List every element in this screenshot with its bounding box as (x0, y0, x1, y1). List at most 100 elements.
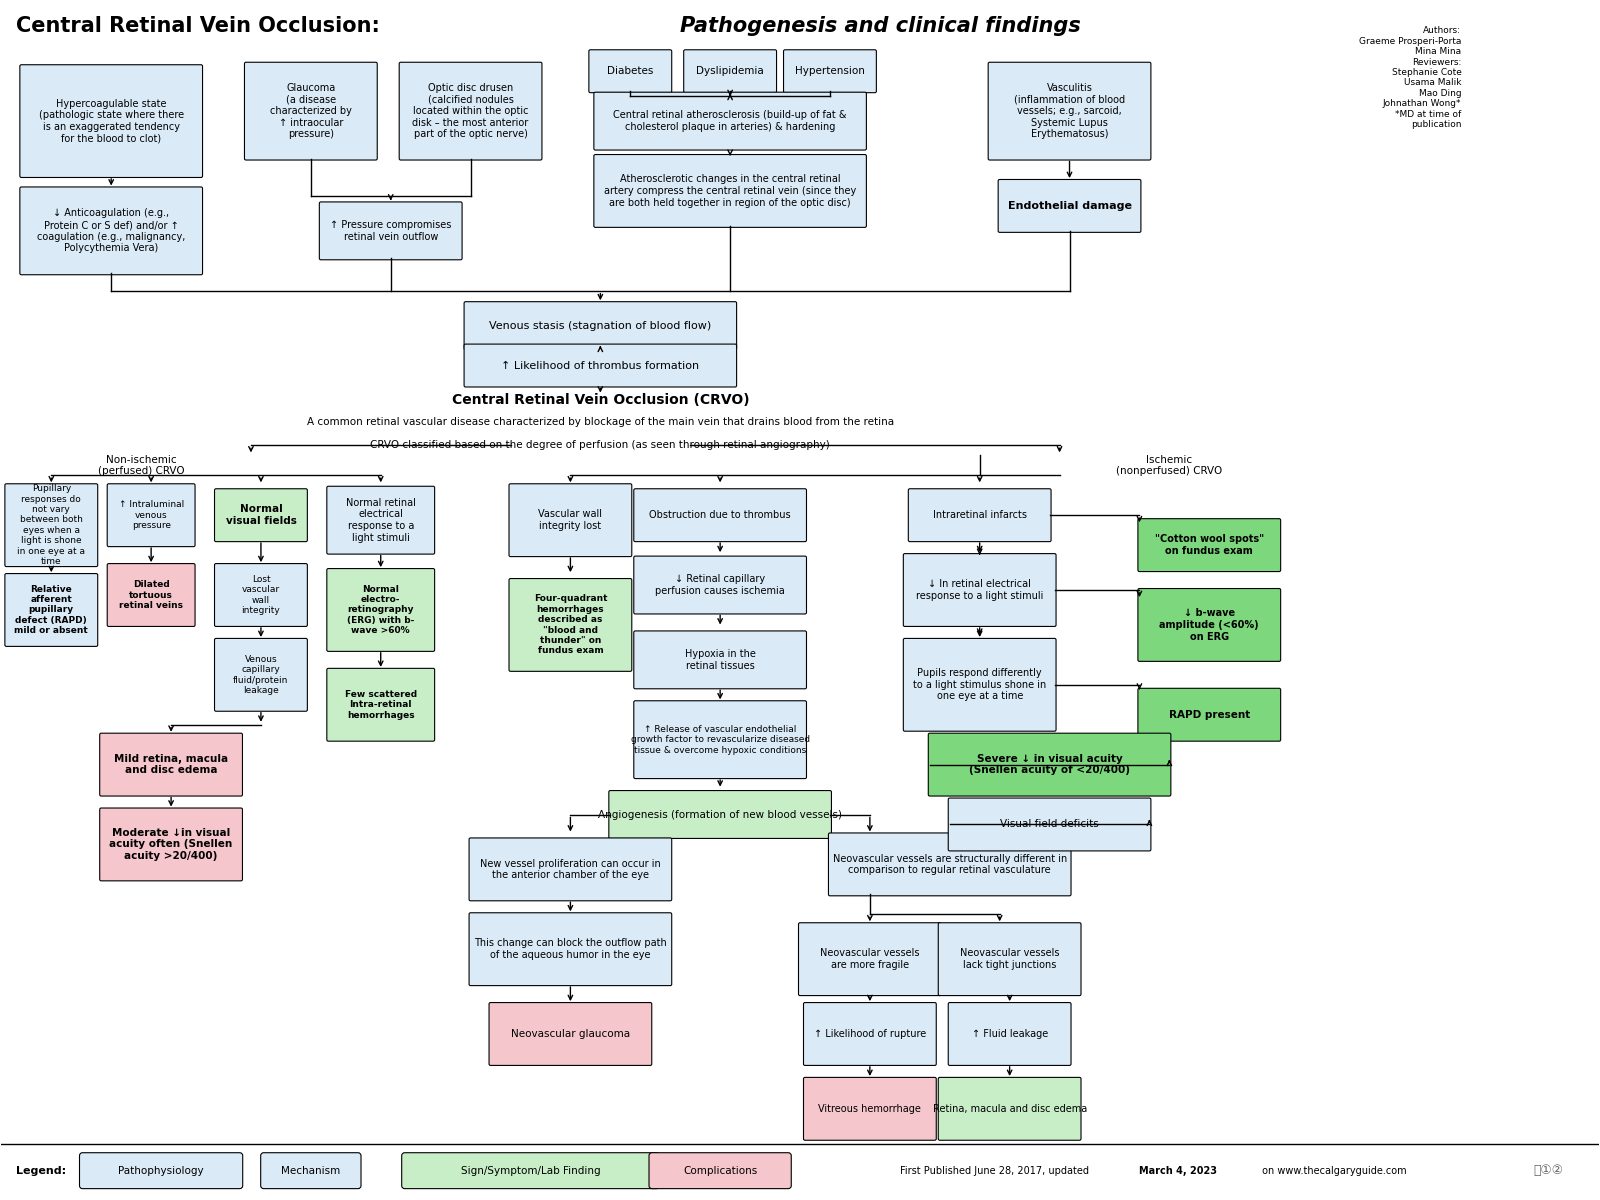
Text: Authors:
Graeme Prosperi-Porta
Mina Mina
Reviewers:
Stephanie Cote
Usama Malik
M: Authors: Graeme Prosperi-Porta Mina Mina… (1358, 26, 1461, 128)
FancyBboxPatch shape (19, 65, 203, 178)
FancyBboxPatch shape (469, 913, 672, 985)
Text: ↑ Intraluminal
venous
pressure: ↑ Intraluminal venous pressure (118, 500, 184, 530)
FancyBboxPatch shape (99, 733, 243, 796)
Text: Central Retinal Vein Occlusion:: Central Retinal Vein Occlusion: (16, 17, 387, 36)
FancyBboxPatch shape (589, 49, 672, 92)
Text: Visual field deficits: Visual field deficits (1000, 820, 1099, 829)
FancyBboxPatch shape (634, 701, 806, 779)
FancyBboxPatch shape (99, 808, 243, 881)
FancyBboxPatch shape (509, 484, 632, 557)
FancyBboxPatch shape (909, 488, 1051, 541)
FancyBboxPatch shape (938, 1078, 1082, 1140)
Text: Normal retinal
electrical
response to a
light stimuli: Normal retinal electrical response to a … (346, 498, 416, 542)
FancyBboxPatch shape (938, 923, 1082, 996)
Text: ↓ Anticoagulation (e.g.,
Protein C or S def) and/or ↑
coagulation (e.g., maligna: ↓ Anticoagulation (e.g., Protein C or S … (37, 209, 186, 253)
FancyBboxPatch shape (261, 1153, 362, 1189)
Text: Normal
electro-
retinography
(ERG) with b-
wave >60%: Normal electro- retinography (ERG) with … (347, 584, 414, 635)
Text: Pupillary
responses do
not vary
between both
eyes when a
light is shone
in one e: Pupillary responses do not vary between … (18, 485, 85, 566)
Text: Dilated
tortuous
retinal veins: Dilated tortuous retinal veins (118, 580, 182, 610)
Text: Few scattered
Intra-retinal
hemorrhages: Few scattered Intra-retinal hemorrhages (344, 690, 416, 720)
FancyBboxPatch shape (107, 564, 195, 626)
FancyBboxPatch shape (784, 49, 877, 92)
Text: A common retinal vascular disease characterized by blockage of the main vein tha: A common retinal vascular disease charac… (307, 418, 894, 427)
FancyBboxPatch shape (803, 1078, 936, 1140)
Text: Atherosclerotic changes in the central retinal
artery compress the central retin: Atherosclerotic changes in the central r… (603, 174, 856, 208)
Text: Sign/Symptom/Lab Finding: Sign/Symptom/Lab Finding (461, 1165, 600, 1176)
Text: Normal
visual fields: Normal visual fields (226, 504, 296, 526)
Text: Dyslipidemia: Dyslipidemia (696, 66, 763, 77)
Text: ↓ b-wave
amplitude (<60%)
on ERG: ↓ b-wave amplitude (<60%) on ERG (1160, 608, 1259, 642)
Text: Retina, macula and disc edema: Retina, macula and disc edema (933, 1104, 1086, 1114)
Text: Pathogenesis and clinical findings: Pathogenesis and clinical findings (680, 17, 1082, 36)
Text: Four-quadrant
hemorrhages
described as
"blood and
thunder" on
fundus exam: Four-quadrant hemorrhages described as "… (534, 594, 606, 655)
Text: Severe ↓ in visual acuity
(Snellen acuity of <20/400): Severe ↓ in visual acuity (Snellen acuit… (970, 754, 1130, 775)
Text: Hypoxia in the
retinal tissues: Hypoxia in the retinal tissues (685, 649, 755, 671)
Text: Venous
capillary
fluid/protein
leakage: Venous capillary fluid/protein leakage (234, 655, 288, 695)
Text: Hypertension: Hypertension (795, 66, 866, 77)
Text: on www.thecalgaryguide.com: on www.thecalgaryguide.com (1259, 1165, 1406, 1176)
Text: Non-ischemic
(perfused) CRVO: Non-ischemic (perfused) CRVO (98, 455, 184, 476)
FancyBboxPatch shape (998, 180, 1141, 233)
FancyBboxPatch shape (634, 556, 806, 614)
Text: ↑ Release of vascular endothelial
growth factor to revascularize diseased
tissue: ↑ Release of vascular endothelial growth… (630, 725, 810, 755)
FancyBboxPatch shape (5, 484, 98, 566)
FancyBboxPatch shape (1138, 588, 1280, 661)
Text: Relative
afferent
pupillary
defect (RAPD)
mild or absent: Relative afferent pupillary defect (RAPD… (14, 584, 88, 635)
FancyBboxPatch shape (245, 62, 378, 160)
FancyBboxPatch shape (798, 923, 941, 996)
FancyBboxPatch shape (989, 62, 1150, 160)
FancyBboxPatch shape (19, 187, 203, 275)
FancyBboxPatch shape (634, 488, 806, 541)
FancyBboxPatch shape (610, 791, 832, 839)
Text: First Published June 28, 2017, updated: First Published June 28, 2017, updated (899, 1165, 1091, 1176)
Text: Complications: Complications (683, 1165, 757, 1176)
Text: Mechanism: Mechanism (282, 1165, 341, 1176)
FancyBboxPatch shape (326, 486, 435, 554)
Text: Neovascular glaucoma: Neovascular glaucoma (510, 1028, 630, 1039)
FancyBboxPatch shape (904, 553, 1056, 626)
FancyBboxPatch shape (80, 1153, 243, 1189)
Text: "Cotton wool spots"
on fundus exam: "Cotton wool spots" on fundus exam (1155, 534, 1264, 556)
FancyBboxPatch shape (928, 733, 1171, 796)
Text: Angiogenesis (formation of new blood vessels): Angiogenesis (formation of new blood ves… (598, 810, 842, 820)
Text: Central Retinal Vein Occlusion (CRVO): Central Retinal Vein Occlusion (CRVO) (451, 394, 749, 408)
Text: Diabetes: Diabetes (606, 66, 653, 77)
FancyBboxPatch shape (650, 1153, 792, 1189)
FancyBboxPatch shape (320, 202, 462, 259)
Text: Legend:: Legend: (16, 1165, 67, 1176)
Text: ↑ Pressure compromises
retinal vein outflow: ↑ Pressure compromises retinal vein outf… (330, 220, 451, 241)
FancyBboxPatch shape (904, 638, 1056, 731)
FancyBboxPatch shape (464, 301, 736, 349)
Text: ↑ Fluid leakage: ↑ Fluid leakage (971, 1028, 1048, 1039)
FancyBboxPatch shape (634, 631, 806, 689)
FancyBboxPatch shape (398, 62, 542, 160)
Text: Venous stasis (stagnation of blood flow): Venous stasis (stagnation of blood flow) (490, 320, 712, 331)
Text: Neovascular vessels
lack tight junctions: Neovascular vessels lack tight junctions (960, 948, 1059, 970)
FancyBboxPatch shape (1138, 689, 1280, 742)
Text: Neovascular vessels
are more fragile: Neovascular vessels are more fragile (821, 948, 920, 970)
Text: Endothelial damage: Endothelial damage (1008, 200, 1131, 211)
FancyBboxPatch shape (214, 488, 307, 541)
FancyBboxPatch shape (490, 1002, 651, 1066)
FancyBboxPatch shape (214, 638, 307, 712)
FancyBboxPatch shape (829, 833, 1070, 896)
Text: This change can block the outflow path
of the aqueous humor in the eye: This change can block the outflow path o… (474, 938, 667, 960)
Text: Lost
vascular
wall
integrity: Lost vascular wall integrity (242, 575, 280, 616)
FancyBboxPatch shape (326, 668, 435, 742)
Text: ↑ Likelihood of thrombus formation: ↑ Likelihood of thrombus formation (501, 360, 699, 371)
Text: Glaucoma
(a disease
characterized by
↑ intraocular
pressure): Glaucoma (a disease characterized by ↑ i… (270, 83, 352, 139)
FancyBboxPatch shape (949, 798, 1150, 851)
FancyBboxPatch shape (214, 564, 307, 626)
FancyBboxPatch shape (464, 344, 736, 386)
Text: Ischemic
(nonperfused) CRVO: Ischemic (nonperfused) CRVO (1117, 455, 1222, 476)
FancyBboxPatch shape (5, 574, 98, 647)
FancyBboxPatch shape (326, 569, 435, 652)
Text: New vessel proliferation can occur in
the anterior chamber of the eye: New vessel proliferation can occur in th… (480, 858, 661, 880)
Text: ↓ Retinal capillary
perfusion causes ischemia: ↓ Retinal capillary perfusion causes isc… (656, 575, 786, 596)
FancyBboxPatch shape (594, 92, 866, 150)
FancyBboxPatch shape (683, 49, 776, 92)
FancyBboxPatch shape (402, 1153, 659, 1189)
FancyBboxPatch shape (803, 1002, 936, 1066)
FancyBboxPatch shape (107, 484, 195, 547)
Text: March 4, 2023: March 4, 2023 (1139, 1165, 1218, 1176)
